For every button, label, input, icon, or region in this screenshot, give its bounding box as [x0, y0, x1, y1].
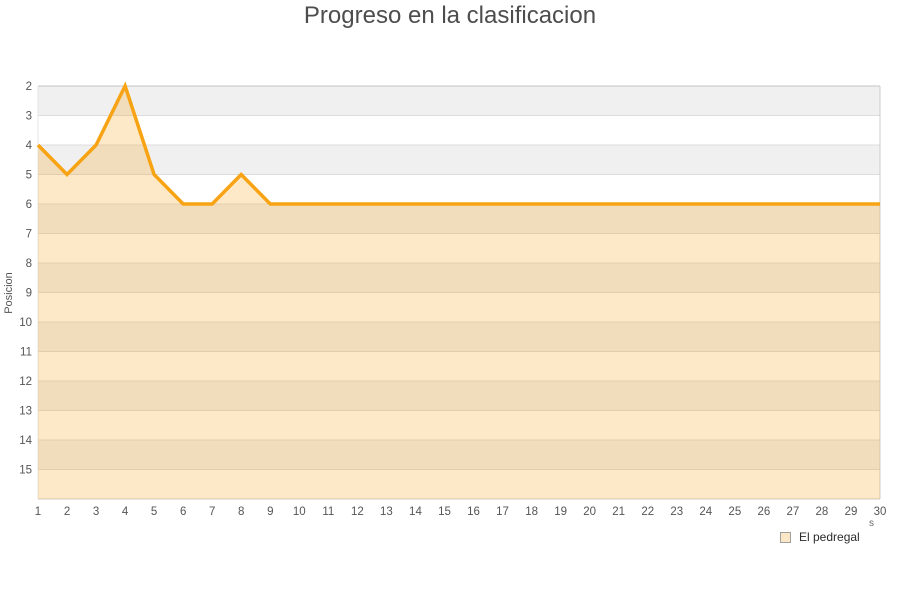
x-tick-label: 6 — [180, 506, 186, 518]
stripe-band — [38, 440, 880, 470]
x-tick-label: 24 — [699, 506, 712, 518]
x-tick-label: 9 — [267, 506, 273, 518]
x-tick-label: 27 — [786, 506, 799, 518]
x-tick-label: 20 — [583, 506, 596, 518]
stripe-band — [38, 351, 880, 381]
x-tick-label: 19 — [554, 506, 567, 518]
x-tick-label: 29 — [845, 506, 858, 518]
stripe-band — [38, 410, 880, 440]
y-tick-label: 12 — [19, 376, 32, 388]
x-tick-label: 2 — [64, 506, 70, 518]
y-tick-label: 7 — [26, 229, 32, 241]
legend-label: El pedregal — [799, 530, 860, 544]
stripe-band — [38, 292, 880, 322]
x-tick-label: 11 — [322, 506, 334, 518]
stripe-band — [38, 322, 880, 352]
y-tick-label: 2 — [26, 81, 32, 93]
x-tick-label: 26 — [757, 506, 770, 518]
stripe-band — [38, 204, 880, 234]
stripe-band — [38, 263, 880, 293]
y-tick-label: 8 — [26, 258, 32, 270]
stripe-band — [38, 233, 880, 263]
x-tick-label: 17 — [496, 506, 509, 518]
x-tick-label: 5 — [151, 506, 157, 518]
x-tick-label: 14 — [409, 506, 422, 518]
x-tick-label: 12 — [351, 506, 364, 518]
legend-item[interactable]: El pedregal — [780, 530, 860, 544]
x-tick-label: 4 — [122, 506, 129, 518]
x-tick-label: 25 — [728, 506, 741, 518]
stripe-band — [38, 145, 880, 175]
chart-title: Progreso en la clasificacion — [303, 2, 597, 29]
y-tick-label: 15 — [19, 465, 32, 477]
area-fill — [38, 86, 880, 499]
stripe-band — [38, 115, 880, 145]
y-tick-label: 9 — [26, 288, 32, 300]
y-tick-label: 5 — [26, 170, 32, 182]
x-tick-label: 21 — [612, 506, 625, 518]
x-tick-label: 1 — [35, 506, 41, 518]
series-line — [36, 81, 880, 206]
stripe-band — [38, 381, 880, 411]
x-tick-label: 3 — [93, 506, 99, 518]
axis-title-fragment: s — [869, 518, 874, 529]
stripe-band — [38, 469, 880, 499]
x-tick-label: 23 — [670, 506, 683, 518]
legend-swatch-icon — [780, 531, 791, 543]
x-tick-label: 10 — [293, 506, 306, 518]
y-tick-label: 11 — [20, 347, 32, 359]
x-tick-label: 7 — [209, 506, 215, 518]
x-tick-label: 8 — [238, 506, 244, 518]
y-tick-label: 14 — [19, 435, 32, 447]
x-tick-label: 18 — [525, 506, 538, 518]
y-tick-label: 6 — [26, 199, 32, 211]
x-tick-label: 28 — [816, 506, 829, 518]
x-tick-label: 22 — [641, 506, 654, 518]
x-tick-label: 16 — [467, 506, 480, 518]
x-tick-label: 30 — [874, 506, 887, 518]
y-tick-label: 13 — [19, 406, 32, 418]
y-tick-label: 4 — [26, 140, 33, 152]
x-tick-label: 15 — [438, 506, 451, 518]
stripe-band — [38, 86, 880, 116]
y-tick-label: 3 — [26, 111, 32, 123]
x-tick-label: 13 — [380, 506, 393, 518]
y-tick-label: 10 — [19, 317, 32, 329]
